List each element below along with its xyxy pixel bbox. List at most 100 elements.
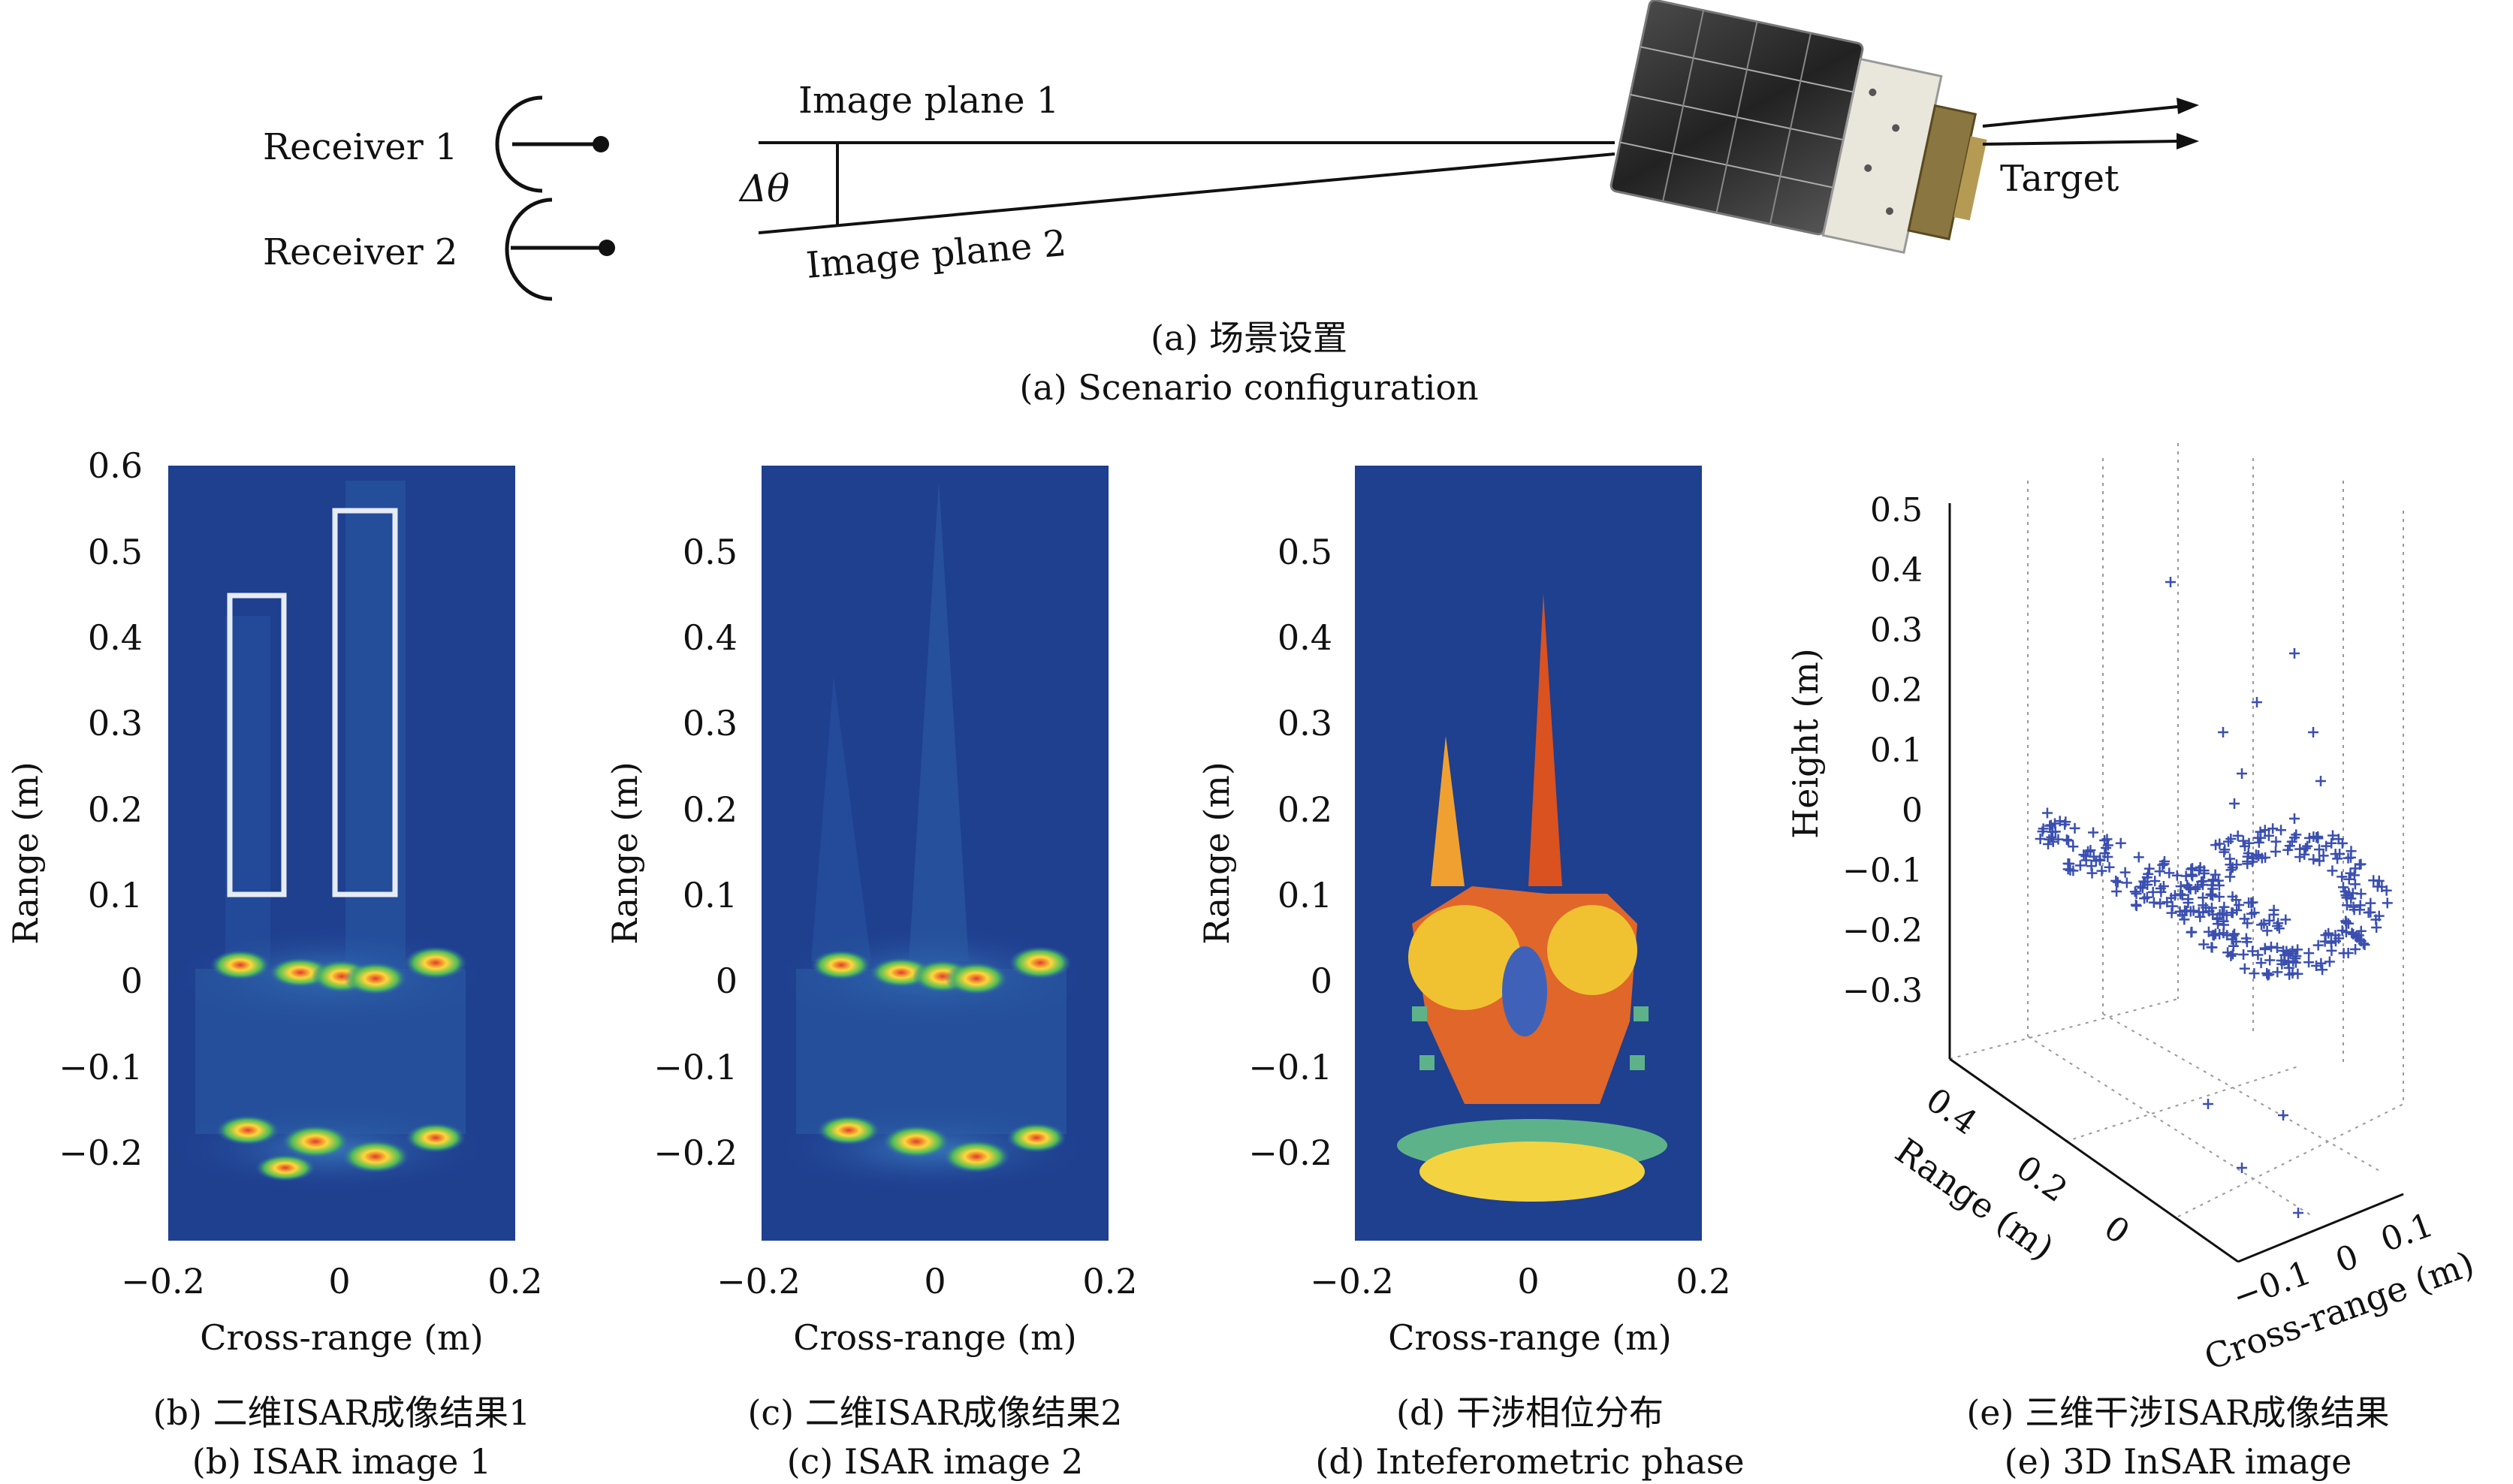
scatter-point [2324, 956, 2335, 967]
scatter-point [2340, 927, 2352, 938]
scatter-point [2355, 888, 2367, 900]
xtick-d: −0.2 [1310, 1261, 1394, 1302]
scatter-point [2171, 870, 2183, 881]
scatter-point [2231, 894, 2242, 906]
ytick-b: 0.3 [88, 703, 143, 744]
z-ticks-e: 0.5 0.4 0.3 0.2 0.1 0 −0.1 −0.2 −0.3 [1842, 491, 1923, 1010]
ytick-b: 0.5 [88, 532, 143, 572]
caption-b-cn: (b) 二维ISAR成像结果1 [153, 1392, 531, 1433]
y-ticks-b: 0.6 0.5 0.4 0.3 0.2 0.1 0 −0.1 −0.2 [59, 445, 143, 1173]
scatter-point [2229, 928, 2240, 940]
target-label: Target [2000, 158, 2119, 200]
scatter-point [2350, 943, 2361, 955]
scatter-point [2228, 940, 2239, 952]
scatter-point [2246, 908, 2258, 919]
caption-d-en: (d) Inteferometric phase [1315, 1441, 1744, 1482]
scatter-point [2104, 861, 2115, 873]
scatter-point [2183, 894, 2194, 905]
scatter-point [2343, 873, 2355, 885]
scatter-markers [2035, 577, 2393, 1218]
scatter-point [2231, 905, 2243, 916]
scatter-point [2289, 813, 2300, 824]
scatter-point [2083, 846, 2094, 857]
scatter-point [2198, 900, 2209, 911]
scatter-point [2223, 836, 2234, 847]
scatter-point [2080, 855, 2092, 866]
scatter-point [2270, 836, 2282, 847]
scatter-point [2216, 907, 2228, 918]
image-plane2-line [758, 152, 1616, 234]
scatter-point [2186, 927, 2197, 938]
scatter-point [2143, 863, 2155, 874]
scatter-point [2141, 891, 2152, 903]
ytick-d: 0.3 [1278, 703, 1332, 744]
scatter-point [2292, 944, 2303, 955]
3d-axes [1948, 503, 2404, 1263]
scatter-point [2327, 830, 2339, 841]
scatter-point [2210, 869, 2221, 880]
scatter-point [2198, 879, 2208, 891]
scatter-point [2238, 949, 2249, 960]
ytick-b: 0 [121, 961, 143, 1001]
x-ticks-d: −0.2 0 0.2 [1310, 1261, 1730, 1302]
scatter-point [2373, 875, 2385, 886]
scatter-point [2315, 958, 2327, 969]
caption-e-cn: (e) 三维干涉ISAR成像结果 [1966, 1392, 2389, 1433]
scatter-point [2240, 933, 2252, 944]
scatter-point [2359, 940, 2370, 951]
scatter-point [2155, 883, 2166, 894]
scatter-point [2303, 957, 2315, 968]
scatter-point [2365, 897, 2376, 909]
xtick-b: −0.2 [121, 1261, 205, 1302]
spots-c [811, 946, 1072, 1173]
ytick-e: 0.2 [2009, 1148, 2074, 1210]
xtick-e: 0 [2330, 1238, 2364, 1281]
scatter-point [2119, 867, 2131, 878]
ztick-e: −0.2 [1842, 912, 1923, 950]
scatter-point [2088, 827, 2099, 838]
scatter-point [2239, 840, 2250, 852]
ytick-e: 0 [2097, 1208, 2136, 1252]
scatter-point [2256, 852, 2267, 864]
scatter-point [2138, 876, 2149, 887]
scatter-point [2111, 885, 2122, 897]
ytick-e: 0.4 [1919, 1081, 1984, 1142]
scatter-point [2337, 871, 2348, 882]
scenario-diagram: Receiver 1 Receiver 2 Image plane 1 Imag… [263, 0, 2199, 408]
image-plane1-label: Image plane 1 [798, 80, 1059, 122]
scatter-point [2343, 852, 2354, 864]
scatter-point [2371, 922, 2382, 934]
satellite-target-icon [1609, 0, 1987, 255]
scatter-point [2155, 898, 2166, 909]
ztick-e: 0.1 [1870, 731, 1923, 770]
panel-e: 0.5 0.4 0.3 0.2 0.1 0 −0.1 −0.2 −0.3 0.4… [1785, 443, 2479, 1482]
scatter-point [2085, 845, 2096, 856]
scatter-point [2259, 825, 2270, 836]
xtick-d: 0.2 [1676, 1261, 1730, 1302]
scatter-point [2050, 826, 2061, 837]
ytick-b: −0.2 [59, 1133, 143, 1173]
scatter-point [2219, 901, 2230, 912]
y-ticks-c: 0.5 0.4 0.3 0.2 0.1 0 −0.1 −0.2 [653, 532, 738, 1173]
ytick-d: 0.2 [1278, 789, 1332, 830]
ytick-c: −0.2 [653, 1133, 738, 1173]
xtick-c: 0 [924, 1261, 946, 1302]
scatter-point [2154, 866, 2165, 877]
ztick-e: 0.5 [1870, 491, 1923, 529]
caption-c-en: (c) ISAR image 2 [787, 1441, 1084, 1482]
scatter-point [2282, 957, 2294, 968]
ytick-c: 0 [716, 961, 738, 1001]
scatter-point [2312, 940, 2324, 951]
scatter-point [2355, 900, 2366, 911]
receiver1-dish-icon [495, 95, 543, 193]
ytick-b: 0.2 [88, 789, 143, 830]
scatter-point [2229, 798, 2240, 809]
scatter-point [2219, 844, 2231, 855]
ytick-b: 0.1 [88, 875, 143, 915]
ytick-c: 0.3 [683, 703, 738, 744]
scatter-point [2101, 842, 2112, 853]
caption-d-cn: (d) 干涉相位分布 [1396, 1392, 1664, 1433]
scatter-point [2129, 886, 2140, 897]
scatter-point [2255, 832, 2267, 843]
